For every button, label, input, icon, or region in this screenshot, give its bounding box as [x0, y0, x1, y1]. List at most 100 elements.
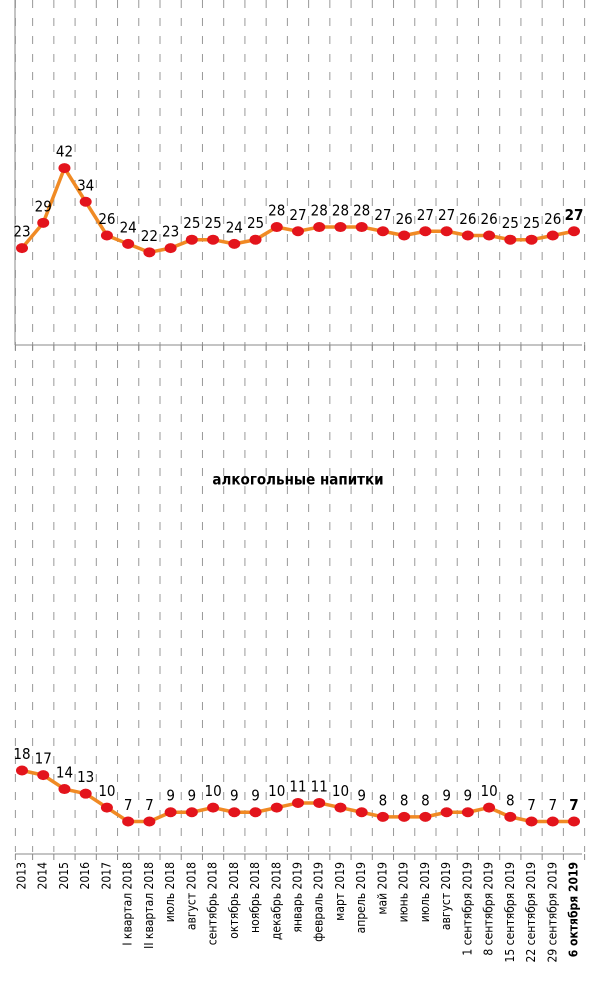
value-label: 24 [226, 218, 243, 236]
value-label: 27 [289, 206, 306, 224]
x-tick-label: август 2019 [439, 862, 453, 930]
marker [525, 234, 538, 245]
value-label: 10 [268, 782, 285, 800]
marker [568, 816, 580, 827]
x-tick-label: 15 сентября 2019 [503, 862, 517, 963]
marker [504, 234, 517, 245]
marker [249, 807, 262, 818]
marker [334, 802, 347, 813]
value-label: 9 [188, 787, 197, 805]
value-label: 11 [311, 777, 328, 795]
value-label: 27 [374, 206, 391, 224]
value-label: 26 [544, 210, 561, 228]
value-label: 28 [353, 202, 370, 220]
value-label: 10 [480, 782, 497, 800]
marker [355, 222, 368, 233]
marker [440, 226, 453, 237]
marker [313, 797, 326, 808]
marker [270, 802, 283, 813]
marker [122, 816, 135, 827]
marker [334, 222, 347, 233]
x-tick-label: 22 сентября 2019 [524, 862, 538, 963]
x-tick-label: 29 сентября 2019 [545, 862, 559, 963]
value-label: 7 [145, 796, 154, 814]
value-label: 10 [98, 782, 115, 800]
marker [461, 807, 474, 818]
marker [185, 807, 198, 818]
marker [58, 784, 71, 795]
marker [419, 811, 432, 822]
value-label: 7 [527, 796, 536, 814]
x-tick-label: март 2019 [333, 862, 347, 921]
marker [355, 807, 368, 818]
value-label: 26 [480, 210, 497, 228]
marker [100, 802, 113, 813]
value-label: 25 [204, 214, 221, 232]
marker [228, 238, 241, 249]
marker [164, 243, 177, 254]
value-label: 10 [332, 782, 349, 800]
marker [37, 217, 50, 228]
marker [546, 816, 559, 827]
value-label: 18 [13, 745, 30, 763]
x-tick-label: июнь 2019 [397, 862, 411, 923]
x-tick-label: 2016 [78, 862, 92, 890]
marker [122, 238, 135, 249]
value-label: 34 [77, 176, 94, 194]
marker [440, 807, 453, 818]
value-label: 14 [56, 764, 73, 782]
marker [461, 230, 474, 241]
x-tick-label: 2015 [57, 862, 71, 889]
value-label: 13 [77, 768, 94, 786]
value-label: 27 [438, 206, 455, 224]
marker [568, 226, 580, 237]
value-label: 24 [120, 218, 137, 236]
marker [292, 226, 304, 237]
marker [185, 234, 198, 245]
value-label: 8 [400, 791, 409, 809]
marker [525, 816, 538, 827]
marker [313, 222, 326, 233]
marker [504, 811, 517, 822]
value-label: 9 [166, 787, 175, 805]
value-label: 8 [421, 791, 430, 809]
value-label: 8 [506, 791, 515, 809]
value-label: 28 [332, 202, 349, 220]
value-label: 27 [417, 206, 434, 224]
marker [376, 226, 389, 237]
value-label: 25 [502, 214, 519, 232]
value-label: 26 [98, 210, 115, 228]
marker [100, 230, 113, 241]
x-tick-label: февраль 2019 [312, 862, 326, 942]
x-tick-label: апрель 2019 [354, 862, 368, 933]
value-label: 23 [13, 223, 30, 241]
marker [207, 802, 220, 813]
value-label: 28 [268, 202, 285, 220]
value-label: 17 [35, 750, 52, 768]
marker [483, 230, 496, 241]
value-label: 8 [379, 791, 388, 809]
x-tick-label: II квартал 2018 [142, 862, 156, 949]
x-tick-label: июль 2019 [418, 862, 432, 922]
value-label: 9 [464, 787, 473, 805]
value-label: 42 [56, 143, 73, 161]
marker [58, 163, 71, 174]
x-tick-label: 2017 [99, 862, 113, 889]
x-tick-label: 1 сентября 2019 [460, 862, 474, 956]
marker [249, 234, 262, 245]
value-label: 9 [230, 787, 239, 805]
marker [16, 765, 28, 776]
value-label: 9 [442, 787, 451, 805]
value-label: 26 [459, 210, 476, 228]
x-tick-label: октябрь 2018 [227, 862, 241, 939]
marker [292, 797, 304, 808]
marker [143, 816, 156, 827]
value-label: 27 [565, 206, 584, 224]
x-tick-label: 2014 [36, 862, 50, 890]
marker [546, 230, 559, 241]
value-label: 7 [548, 796, 557, 814]
x-tick-label: май 2019 [375, 862, 389, 915]
marker [16, 243, 28, 254]
marker [398, 230, 411, 241]
